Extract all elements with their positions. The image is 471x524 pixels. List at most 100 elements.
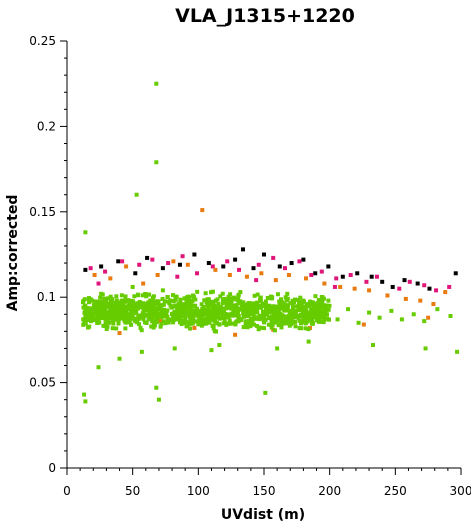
data-point	[411, 312, 416, 317]
data-point	[111, 315, 116, 320]
data-point	[369, 274, 374, 279]
data-point	[269, 306, 274, 311]
data-point	[309, 311, 314, 316]
data-point	[141, 302, 146, 307]
data-point	[321, 320, 326, 325]
y-tick-label: 0.1	[37, 290, 56, 304]
data-point	[298, 314, 303, 319]
data-point	[236, 306, 241, 311]
data-point	[133, 311, 138, 316]
data-point	[355, 271, 360, 276]
data-point	[87, 317, 92, 322]
data-point	[294, 304, 299, 309]
data-point	[335, 317, 340, 322]
data-point	[210, 315, 215, 320]
data-point	[166, 320, 171, 325]
data-point	[154, 320, 159, 325]
data-point	[374, 274, 379, 279]
data-point	[295, 297, 300, 302]
data-point	[250, 301, 255, 306]
data-point	[289, 261, 294, 266]
data-point	[273, 278, 278, 283]
data-point	[260, 309, 265, 314]
data-point	[270, 296, 275, 301]
data-point	[229, 296, 234, 301]
data-point	[206, 308, 211, 313]
data-point	[86, 296, 91, 301]
data-point	[180, 303, 185, 308]
data-point	[130, 299, 135, 304]
data-point	[321, 312, 326, 317]
data-point	[290, 302, 295, 307]
data-point	[278, 301, 283, 306]
data-point	[138, 302, 143, 307]
data-point	[96, 318, 101, 323]
x-tick-label: 300	[450, 484, 471, 498]
data-point	[210, 323, 215, 328]
data-point	[157, 313, 162, 318]
data-point	[261, 312, 266, 317]
data-point	[207, 312, 212, 317]
data-point	[443, 290, 448, 295]
data-point	[188, 307, 193, 312]
data-point	[279, 325, 284, 330]
data-point	[256, 262, 261, 267]
data-point	[279, 315, 284, 320]
data-point	[292, 315, 297, 320]
data-point	[235, 310, 240, 315]
data-point	[116, 259, 121, 264]
data-point	[134, 304, 139, 309]
data-point	[243, 322, 248, 327]
data-point	[258, 295, 263, 300]
data-point	[190, 321, 195, 326]
data-point	[172, 317, 177, 322]
data-point	[431, 302, 436, 307]
data-point	[210, 299, 215, 304]
data-point	[135, 301, 140, 306]
data-point	[252, 308, 257, 313]
data-point	[98, 295, 103, 300]
data-point	[199, 323, 204, 328]
data-point	[244, 314, 249, 319]
data-point	[179, 322, 184, 327]
data-point	[304, 319, 309, 324]
data-point	[252, 293, 257, 298]
data-point	[207, 320, 212, 325]
data-point	[313, 294, 318, 299]
data-point	[244, 311, 249, 316]
data-point	[204, 300, 209, 305]
data-point	[236, 292, 241, 297]
data-point	[297, 300, 302, 305]
data-point	[448, 313, 453, 318]
data-point	[178, 297, 183, 302]
data-point	[269, 325, 274, 330]
data-point	[283, 314, 288, 319]
data-point	[81, 322, 86, 327]
data-point	[203, 291, 208, 296]
data-point	[231, 296, 236, 301]
data-point	[286, 303, 291, 308]
data-point	[298, 295, 303, 300]
data-point	[277, 264, 282, 269]
data-point	[137, 322, 142, 327]
data-point	[154, 309, 159, 314]
data-point	[100, 292, 105, 297]
x-axis: 0 50 100 150 200 250 300	[63, 468, 471, 498]
data-point	[98, 311, 103, 316]
data-point	[130, 284, 135, 289]
x-axis-label: UVdist (m)	[221, 507, 305, 523]
data-point	[258, 299, 263, 304]
data-point	[434, 288, 439, 293]
data-point	[296, 308, 301, 313]
data-point	[223, 311, 228, 316]
data-point	[119, 293, 124, 298]
data-point	[137, 299, 142, 304]
data-point	[427, 286, 432, 291]
data-point	[236, 296, 241, 301]
data-point	[195, 271, 200, 276]
data-point	[224, 306, 229, 311]
data-point	[205, 297, 210, 302]
data-point	[209, 348, 214, 353]
data-point	[105, 301, 110, 306]
data-point	[83, 399, 88, 404]
